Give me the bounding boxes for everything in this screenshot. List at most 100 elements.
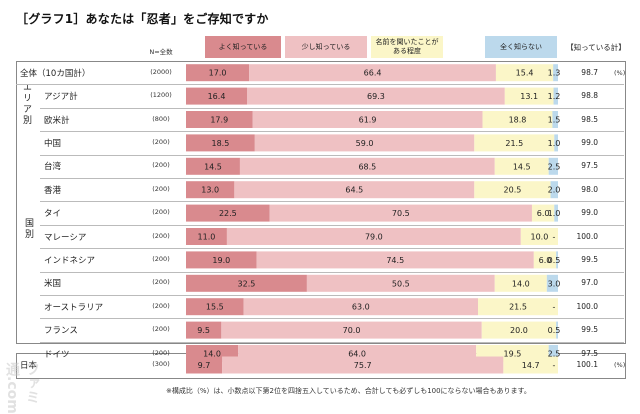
row-label: 米国: [44, 279, 62, 290]
row-label: フランス: [44, 326, 78, 337]
bar-segment: [222, 356, 504, 374]
bar-value-label: 9.7: [198, 361, 211, 370]
bar-segment: [186, 356, 223, 374]
bar-value-label: 21.5: [505, 139, 523, 148]
row-n-value: (200): [152, 348, 170, 357]
legend-heard-name: 名前を聞いたことがある程度: [371, 36, 443, 58]
bar-value-label: 20.5: [504, 186, 522, 195]
chart-title: ［グラフ1］あなたは「忍者」をご存知ですか: [16, 12, 269, 26]
row-n-value: (200): [152, 184, 170, 193]
row-divider: [40, 341, 624, 343]
row-known-total: 99.0: [581, 137, 598, 147]
bar-segment: [239, 157, 495, 175]
bar-value-label: 3.0: [548, 279, 561, 288]
bar-segment: [474, 181, 551, 199]
bar-segment: [249, 64, 496, 82]
row-known-total: 99.0: [581, 208, 598, 218]
bar-value-label: 1.0: [548, 209, 561, 218]
bar-segment: [503, 356, 558, 374]
row-known-total: 100.0: [576, 231, 598, 241]
row-n-value: (200): [152, 137, 170, 146]
row-known-total: 99.5: [581, 254, 598, 264]
row-n-value: (300): [152, 360, 170, 368]
bar-segment: [269, 204, 532, 222]
bar-value-label: 6.0: [539, 256, 552, 265]
legend-a-little: 少し知っている: [285, 36, 367, 58]
n-header: N=全数: [149, 48, 173, 56]
row-n-value: (800): [152, 114, 170, 123]
bar-value-label: -: [553, 303, 556, 312]
bar-segment: [552, 111, 558, 128]
bar-segment: [481, 321, 557, 339]
bar-segment: [495, 64, 554, 82]
bar-segment: [226, 228, 521, 245]
bar-segment: [548, 157, 558, 175]
bar-value-label: 1.2: [548, 92, 561, 101]
bar-value-label: 6.0: [537, 209, 550, 218]
bar-segment: [556, 321, 558, 339]
bar-value-label: 70.0: [343, 326, 361, 335]
row-known-total: 97.0: [581, 278, 598, 288]
bar-value-label: 61.9: [359, 116, 377, 125]
bar-segment: [553, 64, 558, 82]
bar-value-label: 64.0: [348, 350, 366, 359]
bar-value-label: 59.0: [356, 139, 374, 148]
bar-segment: [494, 157, 549, 175]
bar-value-label: 20.0: [510, 326, 528, 335]
bar-segment: [554, 134, 558, 152]
row-label: 全体（10カ国計）: [20, 68, 91, 79]
bar-value-label: 14.0: [203, 350, 221, 359]
row-n-value: (200): [152, 161, 170, 170]
stacked-bar-chart: 17.0 66.4 15.4 1.3 16.4 69.3 13.1 1.2 17.9 61.9 18…: [186, 64, 561, 374]
bar-value-label: 1.5: [548, 116, 561, 125]
total-header: 【知っている計】: [566, 43, 626, 52]
row-label: 欧米計: [44, 115, 70, 126]
row-divider: [40, 318, 624, 320]
bar-segment: [186, 251, 257, 269]
bar-segment: [554, 204, 558, 222]
bar-value-label: -: [553, 361, 556, 370]
row-known-total: 99.5: [581, 325, 598, 335]
bar-segment: [478, 298, 558, 316]
bar-value-label: 74.5: [386, 256, 404, 265]
bar-value-label: 14.0: [512, 279, 530, 288]
row-divider: [40, 224, 624, 226]
bar-segment: [252, 111, 483, 128]
row-known-total: 100.0: [576, 301, 598, 311]
row-label: タイ: [44, 209, 62, 220]
row-label: インドネシア: [44, 255, 96, 266]
bar-value-label: 1.3: [548, 69, 561, 78]
bar-value-label: 11.0: [198, 233, 216, 242]
row-divider: [40, 154, 624, 156]
bar-value-label: 68.5: [358, 162, 376, 171]
bar-value-label: 10.0: [530, 233, 548, 242]
bar-value-label: 64.5: [345, 186, 363, 195]
row-divider: [40, 271, 624, 273]
bar-segment: [256, 251, 534, 269]
bar-value-label: 2.5: [548, 350, 561, 359]
row-divider: [40, 295, 624, 296]
row-known-total: 98.0: [581, 184, 598, 194]
legend-not-at-all: 全く知らない: [485, 36, 557, 58]
bar-value-label: 69.3: [367, 92, 385, 101]
row-divider: [16, 84, 624, 86]
bar-segment: [306, 274, 495, 292]
legend-very-well: よく知っている: [205, 36, 281, 58]
row-divider: [40, 107, 624, 109]
row-divider: [40, 248, 624, 250]
row-label: オーストラリア: [44, 302, 104, 313]
row-n-value: (200): [152, 231, 170, 240]
row-n-value: (200): [152, 208, 170, 217]
bar-segment: [186, 228, 227, 245]
bar-segment: [546, 274, 558, 292]
bar-value-label: 14.5: [204, 162, 222, 171]
bar-segment: [186, 134, 255, 152]
bar-segment: [474, 134, 555, 152]
row-divider: [40, 178, 624, 179]
row-label: 日本: [20, 361, 38, 371]
bar-value-label: 79.0: [365, 233, 383, 242]
bar-segment: [234, 181, 475, 199]
bar-segment: [186, 87, 248, 105]
row-n-value: (1200): [150, 91, 172, 100]
bar-segment: [186, 204, 270, 222]
